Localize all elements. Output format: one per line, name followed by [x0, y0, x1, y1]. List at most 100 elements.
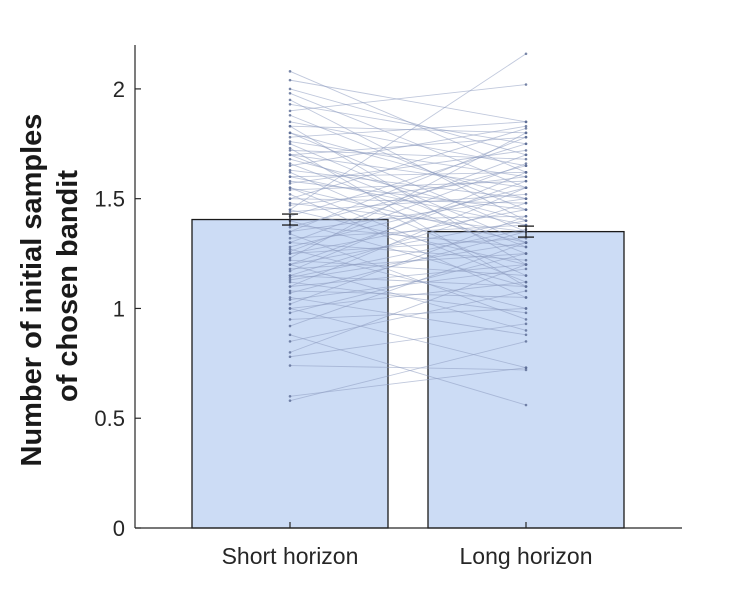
participant-point-short: [288, 230, 292, 233]
participant-line: [289, 308, 527, 369]
y-tick-label: 0: [113, 516, 125, 541]
participant-point-short: [288, 324, 292, 328]
participant-point-short: [288, 256, 292, 260]
participant-point-short: [288, 399, 292, 402]
participant-point-long: [524, 318, 528, 321]
participant-point-short: [288, 157, 292, 161]
participant-point-short: [288, 78, 292, 82]
participant-line: [289, 163, 527, 252]
participant-line: [289, 165, 527, 228]
participant-line: [289, 171, 527, 276]
participant-point-short: [288, 135, 292, 139]
participant-point-long: [524, 192, 528, 196]
participant-line: [289, 84, 527, 112]
participant-point-long: [524, 333, 528, 337]
participant-line: [289, 187, 527, 283]
participant-point-short: [288, 197, 292, 200]
participant-line: [289, 228, 527, 279]
participant-point-long: [524, 245, 528, 249]
participant-line: [289, 103, 527, 145]
participant-point-short: [288, 269, 292, 273]
participant-point-short: [288, 102, 292, 106]
participant-point-short: [288, 307, 292, 310]
participant-line: [289, 88, 527, 156]
participant-point-short: [288, 232, 292, 236]
participant-line: [289, 180, 527, 191]
y-tick-label: 0.5: [94, 406, 125, 431]
participant-point-short: [288, 252, 292, 255]
participant-point-short: [288, 291, 292, 295]
participant-point-short: [288, 149, 292, 152]
participant-line: [289, 176, 527, 206]
participant-lines-group: [288, 52, 528, 407]
participant-point-long: [524, 274, 528, 277]
participant-point-short: [288, 164, 292, 168]
participant-line: [289, 290, 527, 342]
participant-point-long: [524, 149, 528, 152]
participant-point-long: [524, 214, 528, 218]
participant-line: [289, 340, 527, 402]
participant-point-short: [288, 182, 292, 185]
participant-point-short: [288, 311, 292, 315]
participant-point-short: [288, 274, 292, 277]
participant-point-long: [524, 127, 528, 130]
participant-point-short: [288, 208, 292, 211]
error-bars-group: [282, 213, 534, 238]
participant-point-long: [524, 179, 528, 183]
participant-line: [289, 127, 527, 200]
participant-point-short: [288, 298, 292, 301]
participant-point-short: [288, 340, 292, 343]
participant-point-long: [524, 120, 528, 124]
x-tick-label: Short horizon: [222, 543, 359, 569]
participant-point-long: [524, 403, 528, 407]
x-tick-labels-group: Short horizon Long horizon: [222, 543, 593, 569]
participant-line: [289, 242, 527, 281]
participant-line: [289, 248, 527, 309]
participant-point-short: [288, 168, 292, 172]
participant-line: [289, 79, 527, 123]
participant-line: [289, 154, 527, 248]
participant-point-long: [524, 241, 528, 244]
participant-point-short: [288, 364, 292, 367]
axes-group: [134, 45, 682, 529]
participant-point-long: [524, 131, 528, 135]
participant-line: [289, 259, 527, 276]
participant-point-short: [288, 192, 292, 196]
participant-point-short: [288, 285, 292, 288]
participant-line: [289, 323, 527, 358]
participant-point-short: [288, 210, 292, 214]
participant-line: [289, 92, 527, 189]
participant-line: [289, 121, 527, 167]
participant-point-short: [288, 236, 292, 240]
participant-point-short: [288, 87, 292, 91]
bars-group: [191, 218, 625, 529]
participant-line: [289, 264, 527, 353]
participant-point-short: [288, 171, 292, 174]
participant-point-short: [288, 203, 292, 207]
participant-line: [289, 132, 527, 200]
participant-point-short: [288, 188, 292, 192]
participant-line: [289, 220, 527, 265]
participant-point-short: [288, 92, 292, 95]
participant-point-long: [524, 83, 528, 86]
y-tick-label: 2: [113, 77, 125, 102]
participant-point-long: [524, 135, 528, 139]
participant-point-long: [524, 197, 528, 200]
participant-point-short: [288, 98, 292, 102]
participant-line: [289, 143, 527, 217]
participant-line: [289, 281, 527, 314]
participant-line: [289, 53, 527, 211]
participant-point-short: [288, 124, 292, 128]
participant-point-short: [288, 225, 292, 229]
participant-point-long: [524, 171, 528, 174]
participant-point-short: [288, 70, 292, 73]
participant-point-short: [288, 175, 292, 179]
participant-point-short: [288, 247, 292, 251]
participant-point-short: [288, 131, 292, 135]
participant-point-short: [288, 146, 292, 150]
participant-point-long: [524, 153, 528, 157]
participant-point-long: [524, 208, 528, 211]
participant-point-short: [288, 250, 292, 253]
participant-point-long: [524, 368, 528, 372]
